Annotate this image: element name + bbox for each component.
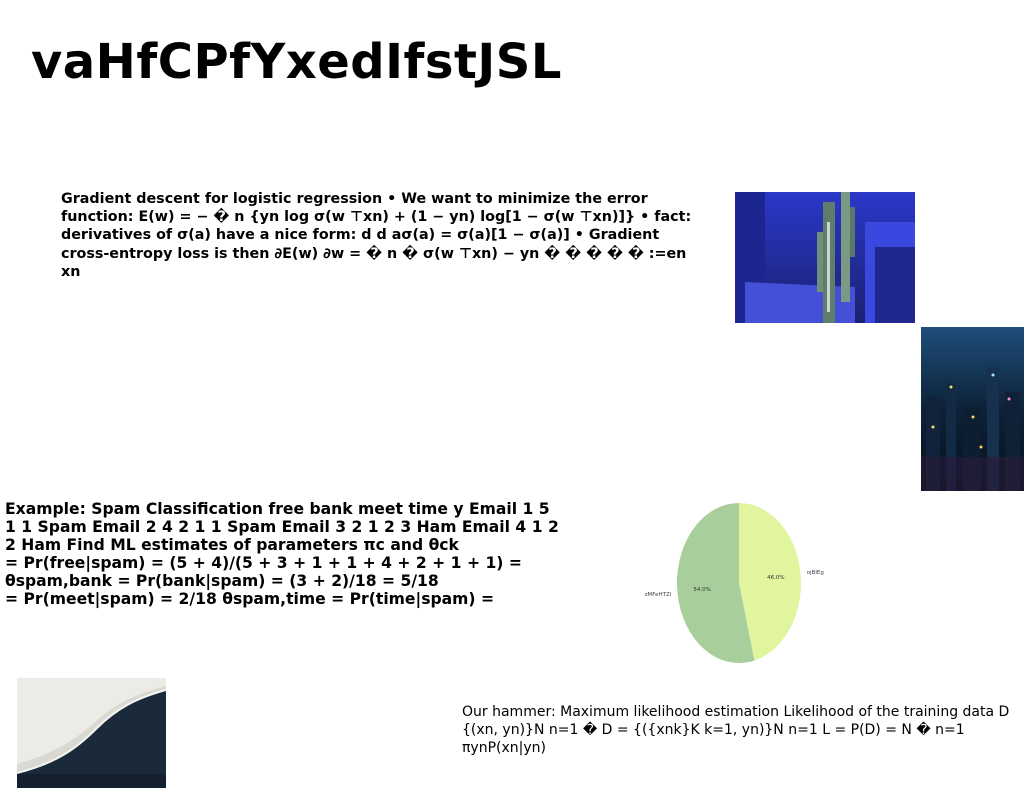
maximum-likelihood-text: Our hammer: Maximum likelihood estimatio… xyxy=(462,704,1010,756)
lace-fabric-photo xyxy=(17,678,166,788)
pie-chart: 46.0% ojBlEg 54.0% zMFeHTZl xyxy=(645,503,824,663)
slide-title: vaHfCPfYxedIfstJSL xyxy=(31,34,562,90)
pie-slice-ojBlEg xyxy=(739,503,801,661)
pie-pct-label: 54.0% xyxy=(693,587,710,593)
city-night-photo xyxy=(921,327,1024,491)
spam-line: = Pr(free|spam) = (5 + 4)/(5 + 3 + 1 + 1… xyxy=(5,554,522,572)
pie-pct-label: 46.0% xyxy=(767,575,784,581)
pie-slice-label: zMFeHTZl xyxy=(645,592,672,598)
spam-line: 1 1 Spam Email 2 4 2 1 1 Spam Email 3 2 … xyxy=(5,518,559,536)
spam-classification-text: Example: Spam Classification free bank m… xyxy=(5,500,570,608)
spam-line: 2 Ham Find ML estimates of parameters πc… xyxy=(5,536,459,554)
gradient-descent-text: Gradient descent for logistic regression… xyxy=(61,191,692,280)
pie-slice-zMFeHTZl xyxy=(677,503,755,663)
spam-line: θspam,bank = Pr(bank|spam) = (3 + 2)/18 … xyxy=(5,572,439,590)
spam-line: = Pr(meet|spam) = 2/18 θspam,time = Pr(t… xyxy=(5,590,495,608)
spam-line: Example: Spam Classification free bank m… xyxy=(5,500,550,518)
pie-slice-label: ojBlEg xyxy=(807,570,824,576)
cactus-photo xyxy=(735,192,915,323)
